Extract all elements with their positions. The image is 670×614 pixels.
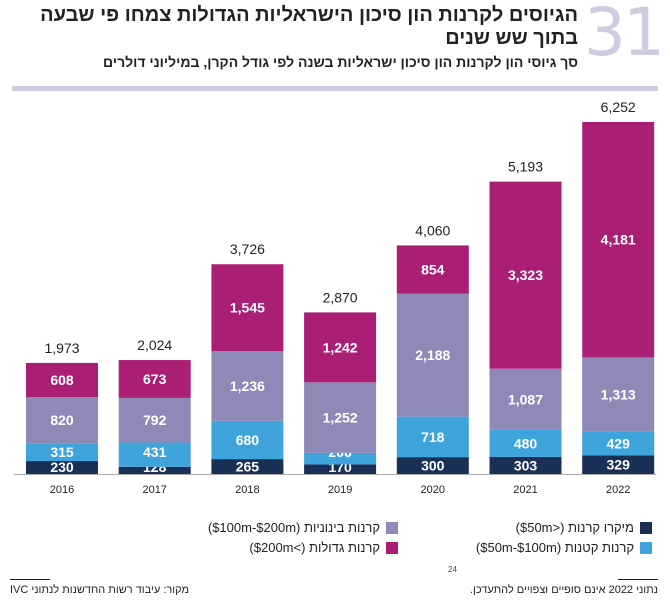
bar-segment [489, 368, 562, 430]
x-tick-label: 2020 [421, 484, 445, 496]
data-label: 1,313 [601, 386, 636, 402]
legend-label: קרנות בינוניות ($100m-$200m) [207, 520, 380, 535]
total-label: 2,870 [323, 289, 358, 305]
bar-segment [582, 357, 655, 432]
data-label: 303 [514, 457, 538, 473]
total-label: 2,024 [137, 337, 172, 353]
source-rule [10, 579, 50, 580]
data-label: 854 [421, 261, 445, 277]
x-tick-label: 2016 [50, 484, 74, 496]
chart-subtitle: סך גיוסי הון לקרנות הון סיכון ישראליות ב… [103, 54, 578, 70]
data-label: 3,323 [508, 267, 543, 283]
legend-item-medium: קרנות בינוניות ($100m-$200m) [208, 520, 398, 535]
bar-segment [304, 312, 377, 383]
bar-segment [26, 461, 98, 474]
data-label: 300 [421, 458, 445, 474]
total-label: 1,973 [44, 340, 79, 356]
data-label: 1,242 [323, 339, 358, 355]
bar-segment [304, 452, 377, 465]
bar-segment [118, 466, 191, 474]
data-label: 480 [514, 435, 538, 451]
page-title: הגיוסים לקרנות הון סיכון הישראליות הגדול… [40, 4, 578, 49]
bar-segment [304, 382, 377, 453]
data-label: 230 [50, 459, 74, 475]
data-label: 673 [143, 371, 167, 387]
source-note: מקור: עיבוד רשות החדשנות לנתוני IVC [10, 584, 190, 596]
footnote-rule [618, 579, 658, 580]
bar-segment [211, 264, 284, 352]
bar-segment [211, 459, 284, 474]
data-label: 4,181 [601, 232, 636, 248]
bar-segment [489, 181, 562, 369]
x-tick-label: 2019 [328, 484, 352, 496]
data-label: 1,252 [323, 410, 358, 426]
legend-item-large: קרנות גדולות (>$200m) [249, 540, 398, 555]
x-tick-label: 2018 [235, 484, 259, 496]
bar-segment [26, 443, 98, 462]
legend-label: קרנות גדולות (>$200m) [249, 540, 380, 555]
data-label: 265 [236, 459, 260, 475]
bar-segment [489, 429, 562, 457]
bar-segment [211, 351, 284, 421]
stacked-bar-chart: 2303158206081,97320161284317926732,02420… [14, 99, 656, 496]
bar-segment [118, 442, 191, 467]
data-label: 680 [236, 432, 260, 448]
page-number: 24 [448, 565, 457, 574]
legend-swatch [386, 521, 398, 534]
bar-segment [396, 245, 469, 294]
total-label: 4,060 [415, 222, 450, 238]
legend-item-small: קרנות קטנות ($50m-$100m) [476, 540, 652, 555]
bar-segment [396, 457, 469, 474]
bar-segment [396, 416, 469, 458]
legend-swatch [386, 541, 398, 554]
data-label: 718 [421, 429, 445, 445]
bar-segment [118, 360, 191, 398]
bar-segment [211, 420, 284, 460]
total-label: 3,726 [230, 241, 265, 257]
legend-label: מיקרו קרנות (<$50m) [515, 520, 634, 535]
x-tick-label: 2022 [606, 484, 630, 496]
bar-segment [582, 431, 655, 456]
x-tick-label: 2021 [513, 484, 537, 496]
chart-number: 31 [584, 0, 665, 71]
bar-segment [582, 122, 655, 358]
legend-swatch [640, 521, 652, 534]
total-label: 5,193 [508, 159, 543, 175]
data-label: 792 [143, 412, 167, 428]
legend-swatch [640, 541, 652, 554]
bar-segment [489, 456, 562, 474]
data-label: 431 [143, 444, 167, 460]
total-label: 6,252 [601, 99, 636, 115]
bar-segment [582, 455, 655, 474]
data-label: 608 [50, 372, 74, 388]
bar-segment [396, 293, 469, 417]
data-label: 329 [607, 457, 631, 473]
x-tick-label: 2017 [142, 484, 166, 496]
data-label: 2,188 [415, 347, 450, 363]
bar-segment [118, 397, 191, 443]
header: הגיוסים לקרנות הון סיכון הישראליות הגדול… [18, 4, 578, 71]
data-label: 1,087 [508, 391, 543, 407]
data-label: 820 [50, 412, 74, 428]
data-label: 1,236 [230, 378, 265, 394]
data-label: 1,545 [230, 300, 265, 316]
header-divider [12, 86, 658, 91]
data-label: 429 [607, 435, 631, 451]
footnote: נתוני 2022 אינם סופיים וצפויים להתעדכן. [469, 584, 658, 596]
bar-segment [26, 397, 98, 444]
data-label: 315 [50, 444, 74, 460]
legend-label: קרנות קטנות ($50m-$100m) [475, 540, 634, 555]
legend-item-micro: מיקרו קרנות (<$50m) [516, 520, 652, 535]
bar-segment [26, 362, 98, 398]
bar-segment [304, 464, 377, 474]
